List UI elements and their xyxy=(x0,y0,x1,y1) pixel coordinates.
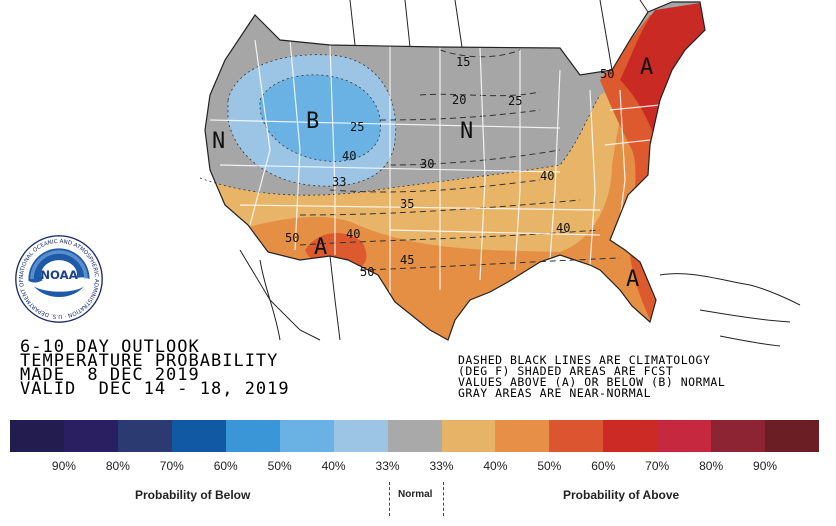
scale-percent-label: 50% xyxy=(537,459,562,473)
note-line: VALUES ABOVE (A) OR BELOW (B) NORMAL xyxy=(458,375,726,389)
scale-percent-label: 50% xyxy=(267,459,292,473)
probability-below-label: Probability of Below xyxy=(135,488,251,502)
scale-percent-label: 80% xyxy=(105,459,130,473)
svg-text:35: 35 xyxy=(400,197,414,211)
scale-swatch xyxy=(495,420,550,452)
scale-swatch xyxy=(171,420,226,452)
scale-swatch xyxy=(603,420,658,452)
scale-percent-label: 90% xyxy=(753,459,778,473)
svg-text:40: 40 xyxy=(342,149,356,163)
scale-swatch xyxy=(765,420,820,452)
scale-swatch xyxy=(387,420,442,452)
svg-text:45: 45 xyxy=(400,253,414,267)
region-letter-near-normal-west: N xyxy=(212,129,225,154)
scale-swatch xyxy=(333,420,388,452)
svg-text:50: 50 xyxy=(600,67,614,81)
svg-text:15: 15 xyxy=(456,55,470,69)
svg-text:50: 50 xyxy=(285,231,299,245)
scale-percent-label: 70% xyxy=(645,459,670,473)
noaa-logo: NOAA NATIONAL OCEANIC AND ATMOSPHERIC AD… xyxy=(14,234,103,323)
outlook-title-block: 6-10 DAY OUTLOOK TEMPERATURE PROBABILITY… xyxy=(20,337,290,399)
probability-color-scale xyxy=(10,420,820,452)
scale-swatch xyxy=(279,420,334,452)
scale-percent-label: 40% xyxy=(321,459,346,473)
state-borders xyxy=(209,39,661,300)
scale-swatch xyxy=(225,420,280,452)
scale-percent-label: 60% xyxy=(213,459,238,473)
note-line: (DEG F) SHADED AREAS ARE FCST xyxy=(458,364,674,378)
contour-value-labels: 15 20 25 25 30 33 35 40 40 40 40 45 50 5… xyxy=(285,55,614,279)
mexico-borders xyxy=(239,249,341,341)
note-line: GRAY AREAS ARE NEAR-NORMAL xyxy=(458,386,652,400)
svg-text:50: 50 xyxy=(360,265,374,279)
outlook-title-line: 6-10 DAY OUTLOOK xyxy=(20,337,200,357)
probability-above-label: Probability of Above xyxy=(563,488,680,502)
region-letter-above-southwest: A xyxy=(314,235,327,260)
normal-divider-left xyxy=(389,482,390,516)
svg-text:40: 40 xyxy=(556,221,570,235)
normal-label: Normal xyxy=(398,489,433,500)
scale-percent-label: 80% xyxy=(699,459,724,473)
svg-text:33: 33 xyxy=(332,175,346,189)
svg-text:25: 25 xyxy=(350,120,364,134)
outlook-valid-dates: VALID DEC 14 - 18, 2019 xyxy=(20,379,290,399)
scale-percent-label: 60% xyxy=(591,459,616,473)
noaa-logo-text: NOAA xyxy=(40,268,78,282)
below-40-area xyxy=(259,74,381,162)
scale-percent-label: 90% xyxy=(51,459,76,473)
scale-swatch xyxy=(10,420,64,452)
region-letters: B N N A A A xyxy=(212,55,653,292)
outlook-title-line: TEMPERATURE PROBABILITY xyxy=(20,351,279,371)
caribbean-outline xyxy=(659,273,801,347)
svg-text:30: 30 xyxy=(420,157,434,171)
scale-swatch xyxy=(63,420,118,452)
scale-percent-label: 33% xyxy=(375,459,400,473)
region-letter-below: B xyxy=(306,109,319,134)
scale-percent-label: 40% xyxy=(483,459,508,473)
scale-swatch xyxy=(711,420,766,452)
note-line: DASHED BLACK LINES ARE CLIMATOLOGY xyxy=(458,353,711,367)
svg-text:20: 20 xyxy=(452,93,466,107)
svg-text:40: 40 xyxy=(346,227,360,241)
svg-text:40: 40 xyxy=(540,169,554,183)
outlook-made-date: MADE 8 DEC 2019 xyxy=(20,365,200,385)
scale-percent-label: 70% xyxy=(159,459,184,473)
scale-swatch xyxy=(441,420,496,452)
scale-percent-label: 33% xyxy=(429,459,454,473)
scale-swatch xyxy=(549,420,604,452)
scale-percent-labels: 90% 80% 70% 60% 50% 40% 33% 33% 40% 50% 60% 70% 80% 9… xyxy=(10,459,819,475)
contour-lines xyxy=(299,49,621,271)
below-contours xyxy=(199,54,601,196)
region-letter-above-florida: A xyxy=(626,267,639,292)
region-letter-above-northeast: A xyxy=(640,55,653,80)
svg-text:25: 25 xyxy=(508,94,522,108)
legend-note: DASHED BLACK LINES ARE CLIMATOLOGY (DEG … xyxy=(458,353,726,400)
canada-borders xyxy=(349,0,649,71)
region-letter-near-normal-central: N xyxy=(460,119,473,144)
normal-divider-right xyxy=(443,482,444,516)
scale-swatch xyxy=(117,420,172,452)
scale-swatch xyxy=(657,420,712,452)
